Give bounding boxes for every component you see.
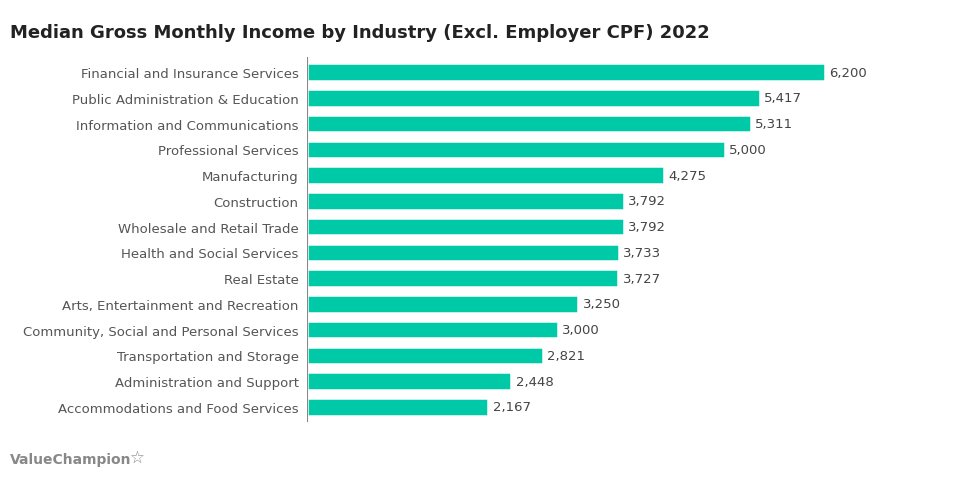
Bar bbox=[307, 90, 760, 108]
Text: 3,733: 3,733 bbox=[623, 246, 662, 259]
Text: Median Gross Monthly Income by Industry (Excl. Employer CPF) 2022: Median Gross Monthly Income by Industry … bbox=[10, 24, 710, 42]
Bar bbox=[307, 116, 751, 133]
Bar bbox=[307, 372, 511, 390]
Text: 3,727: 3,727 bbox=[623, 272, 661, 285]
Text: 2,448: 2,448 bbox=[516, 375, 553, 388]
Bar bbox=[307, 398, 488, 416]
Text: 4,275: 4,275 bbox=[668, 169, 707, 182]
Text: 3,792: 3,792 bbox=[628, 221, 667, 234]
Text: 5,417: 5,417 bbox=[764, 92, 802, 105]
Text: 5,000: 5,000 bbox=[730, 144, 767, 156]
Bar bbox=[307, 218, 623, 236]
Text: 3,000: 3,000 bbox=[562, 324, 600, 336]
Text: 6,200: 6,200 bbox=[830, 67, 867, 80]
Text: 2,821: 2,821 bbox=[548, 349, 585, 362]
Bar bbox=[307, 244, 619, 262]
Bar bbox=[307, 321, 557, 339]
Bar bbox=[307, 270, 619, 287]
Text: 3,250: 3,250 bbox=[583, 298, 621, 311]
Text: ☆: ☆ bbox=[129, 448, 145, 466]
Bar bbox=[307, 64, 825, 82]
Bar bbox=[307, 193, 623, 210]
Text: 3,792: 3,792 bbox=[628, 195, 667, 208]
Bar bbox=[307, 167, 665, 184]
Bar bbox=[307, 347, 543, 364]
Text: ValueChampion: ValueChampion bbox=[10, 452, 131, 466]
Text: 2,167: 2,167 bbox=[493, 400, 530, 413]
Bar bbox=[307, 296, 578, 313]
Text: 5,311: 5,311 bbox=[756, 118, 793, 131]
Bar bbox=[307, 141, 725, 159]
